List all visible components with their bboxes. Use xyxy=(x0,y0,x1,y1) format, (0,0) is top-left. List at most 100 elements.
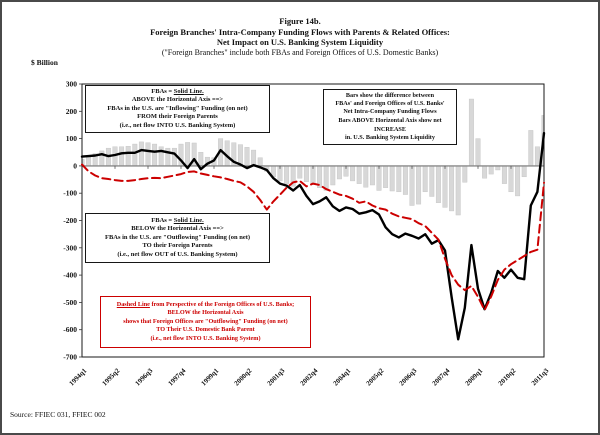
y-tick-label: -600 xyxy=(63,325,77,334)
x-tick-label: 1999q1 xyxy=(200,366,221,387)
bar xyxy=(323,165,329,191)
y-tick-label: 100 xyxy=(66,134,78,143)
bar xyxy=(482,165,488,179)
x-tick-label: 2000q2 xyxy=(233,366,254,387)
bar xyxy=(152,143,158,167)
x-tick-label: 1995q2 xyxy=(101,366,122,387)
fba-solid-line xyxy=(80,131,546,341)
y-tick-label: -500 xyxy=(63,298,77,307)
y-tick-label: -100 xyxy=(63,189,77,198)
x-tick-label: 1997q4 xyxy=(167,366,188,387)
chart-title: Foreign Branches' Intra-Company Funding … xyxy=(150,26,450,37)
x-tick-label: 2009q1 xyxy=(464,366,485,387)
y-tick-label: -200 xyxy=(63,216,77,225)
fba-above-line5: (i.e., net flow INTO U.S. Banking System… xyxy=(119,121,236,129)
y-tick-label: -700 xyxy=(63,353,77,362)
annotation-dashed-line-box: Dashed Line from Perspective of the Fore… xyxy=(100,296,311,348)
bar xyxy=(455,165,461,216)
fba-above-line1-underlined: Solid Line. xyxy=(173,87,204,95)
figure-number: Figure 14b. xyxy=(279,16,321,26)
bar xyxy=(330,165,336,186)
bar xyxy=(171,147,177,167)
bar xyxy=(363,165,369,188)
bar xyxy=(402,165,408,195)
y-tick-label: 0 xyxy=(73,161,77,170)
bar xyxy=(284,165,290,184)
bar xyxy=(251,149,257,167)
bars-note-line3: Net Intra-Company Funding Flows xyxy=(343,108,437,116)
bar xyxy=(534,146,540,167)
fba-above-line1-prefix: FBAs = xyxy=(151,87,174,95)
fba-below-line1-underlined: Solid Line. xyxy=(173,216,204,224)
bar xyxy=(244,147,250,167)
y-axis-title: $ Billion xyxy=(31,58,58,67)
bar xyxy=(158,146,164,167)
dashed-note-line4: TO Their U.S. Domestic Bank Parent xyxy=(156,326,255,334)
bar xyxy=(501,165,507,184)
x-tick-label: 2002q4 xyxy=(299,366,320,387)
bar xyxy=(429,165,435,197)
chart-subtitle: Net Impact on U.S. Banking System Liquid… xyxy=(216,37,384,47)
bar xyxy=(336,165,342,180)
bar xyxy=(257,157,263,167)
fba-below-line4: TO their Foreign Parents xyxy=(142,242,213,250)
bar xyxy=(145,142,151,167)
fba-above-line4: FROM their Foreign Parents xyxy=(137,113,218,121)
bar xyxy=(198,152,204,167)
bar xyxy=(138,141,144,167)
bar xyxy=(383,165,389,188)
bar xyxy=(132,143,138,167)
y-tick-label: -300 xyxy=(63,243,77,252)
bar xyxy=(125,146,131,167)
bar xyxy=(297,165,303,179)
annotation-bars-box: Bars show the difference between FBAs' a… xyxy=(323,89,457,145)
fba-below-line1-prefix: FBAs = xyxy=(151,216,174,224)
bars-note-line1: Bars show the difference between xyxy=(345,92,435,99)
fba-below-line5: (i.e., net flow OUT of U.S. Banking Syst… xyxy=(117,250,238,258)
annotation-fba-inflow-box: FBAs = Solid Line. ABOVE the Horizontal … xyxy=(85,85,270,133)
bar xyxy=(409,165,415,206)
x-tick-label: 2011q3 xyxy=(530,366,551,387)
dashed-note-line2: BELOW the Horizontal Axis xyxy=(167,309,244,317)
bars-note-line5: in. U.S. Banking System Liquidity xyxy=(345,133,435,141)
bar xyxy=(508,165,514,193)
bar xyxy=(119,146,125,167)
dashed-note-line5: (i.e., net flow INTO U.S. Banking System… xyxy=(150,334,261,342)
source-citation: Source: FFIEC 031, FFIEC 002 xyxy=(10,410,106,419)
x-tick-label: 2005q2 xyxy=(365,366,386,387)
bar xyxy=(475,138,481,167)
y-tick-label: -400 xyxy=(63,271,77,280)
bar xyxy=(369,165,375,186)
bar xyxy=(422,165,428,193)
bar xyxy=(515,165,521,197)
fba-below-line2: BELOW the Horizontal Axis ==> xyxy=(131,225,224,233)
bar xyxy=(449,165,455,212)
bar xyxy=(528,130,534,167)
x-tick-label: 2007q4 xyxy=(431,366,452,387)
y-tick-label: 300 xyxy=(66,80,78,89)
y-tick-label: 200 xyxy=(66,107,78,116)
bar xyxy=(396,165,402,193)
x-tick-label: 1994q1 xyxy=(68,366,89,387)
bar xyxy=(376,165,382,191)
bar xyxy=(389,165,395,192)
chart-title-block: Figure 14b. Foreign Branches' Intra-Comp… xyxy=(2,16,598,58)
x-tick-label: 2004q1 xyxy=(332,366,353,387)
bar xyxy=(435,165,441,203)
bars-note-line4: Bars ABOVE Horizontal Axis show net INCR… xyxy=(338,117,442,133)
bar xyxy=(462,165,468,183)
bar xyxy=(303,165,309,182)
dashed-note-line1-rest: from Perspective of the Foreign Offices … xyxy=(149,300,295,308)
x-tick-label: 2006q3 xyxy=(398,366,419,387)
dashed-note-line1-underlined: Dashed Line xyxy=(116,300,150,308)
chart-title-note: ("Foreign Branches" include both FBAs an… xyxy=(161,47,439,57)
bar xyxy=(356,165,362,184)
bar xyxy=(185,142,191,167)
x-tick-label: 2010q2 xyxy=(497,366,518,387)
bar xyxy=(350,165,356,182)
bar xyxy=(468,98,474,167)
x-tick-label: 1996q3 xyxy=(134,366,155,387)
annotation-fba-outflow-box: FBAs = Solid Line. BELOW the Horizontal … xyxy=(85,213,270,263)
fba-below-line3: FBAs in the U.S. are "Outflowing" Fundin… xyxy=(104,233,251,241)
